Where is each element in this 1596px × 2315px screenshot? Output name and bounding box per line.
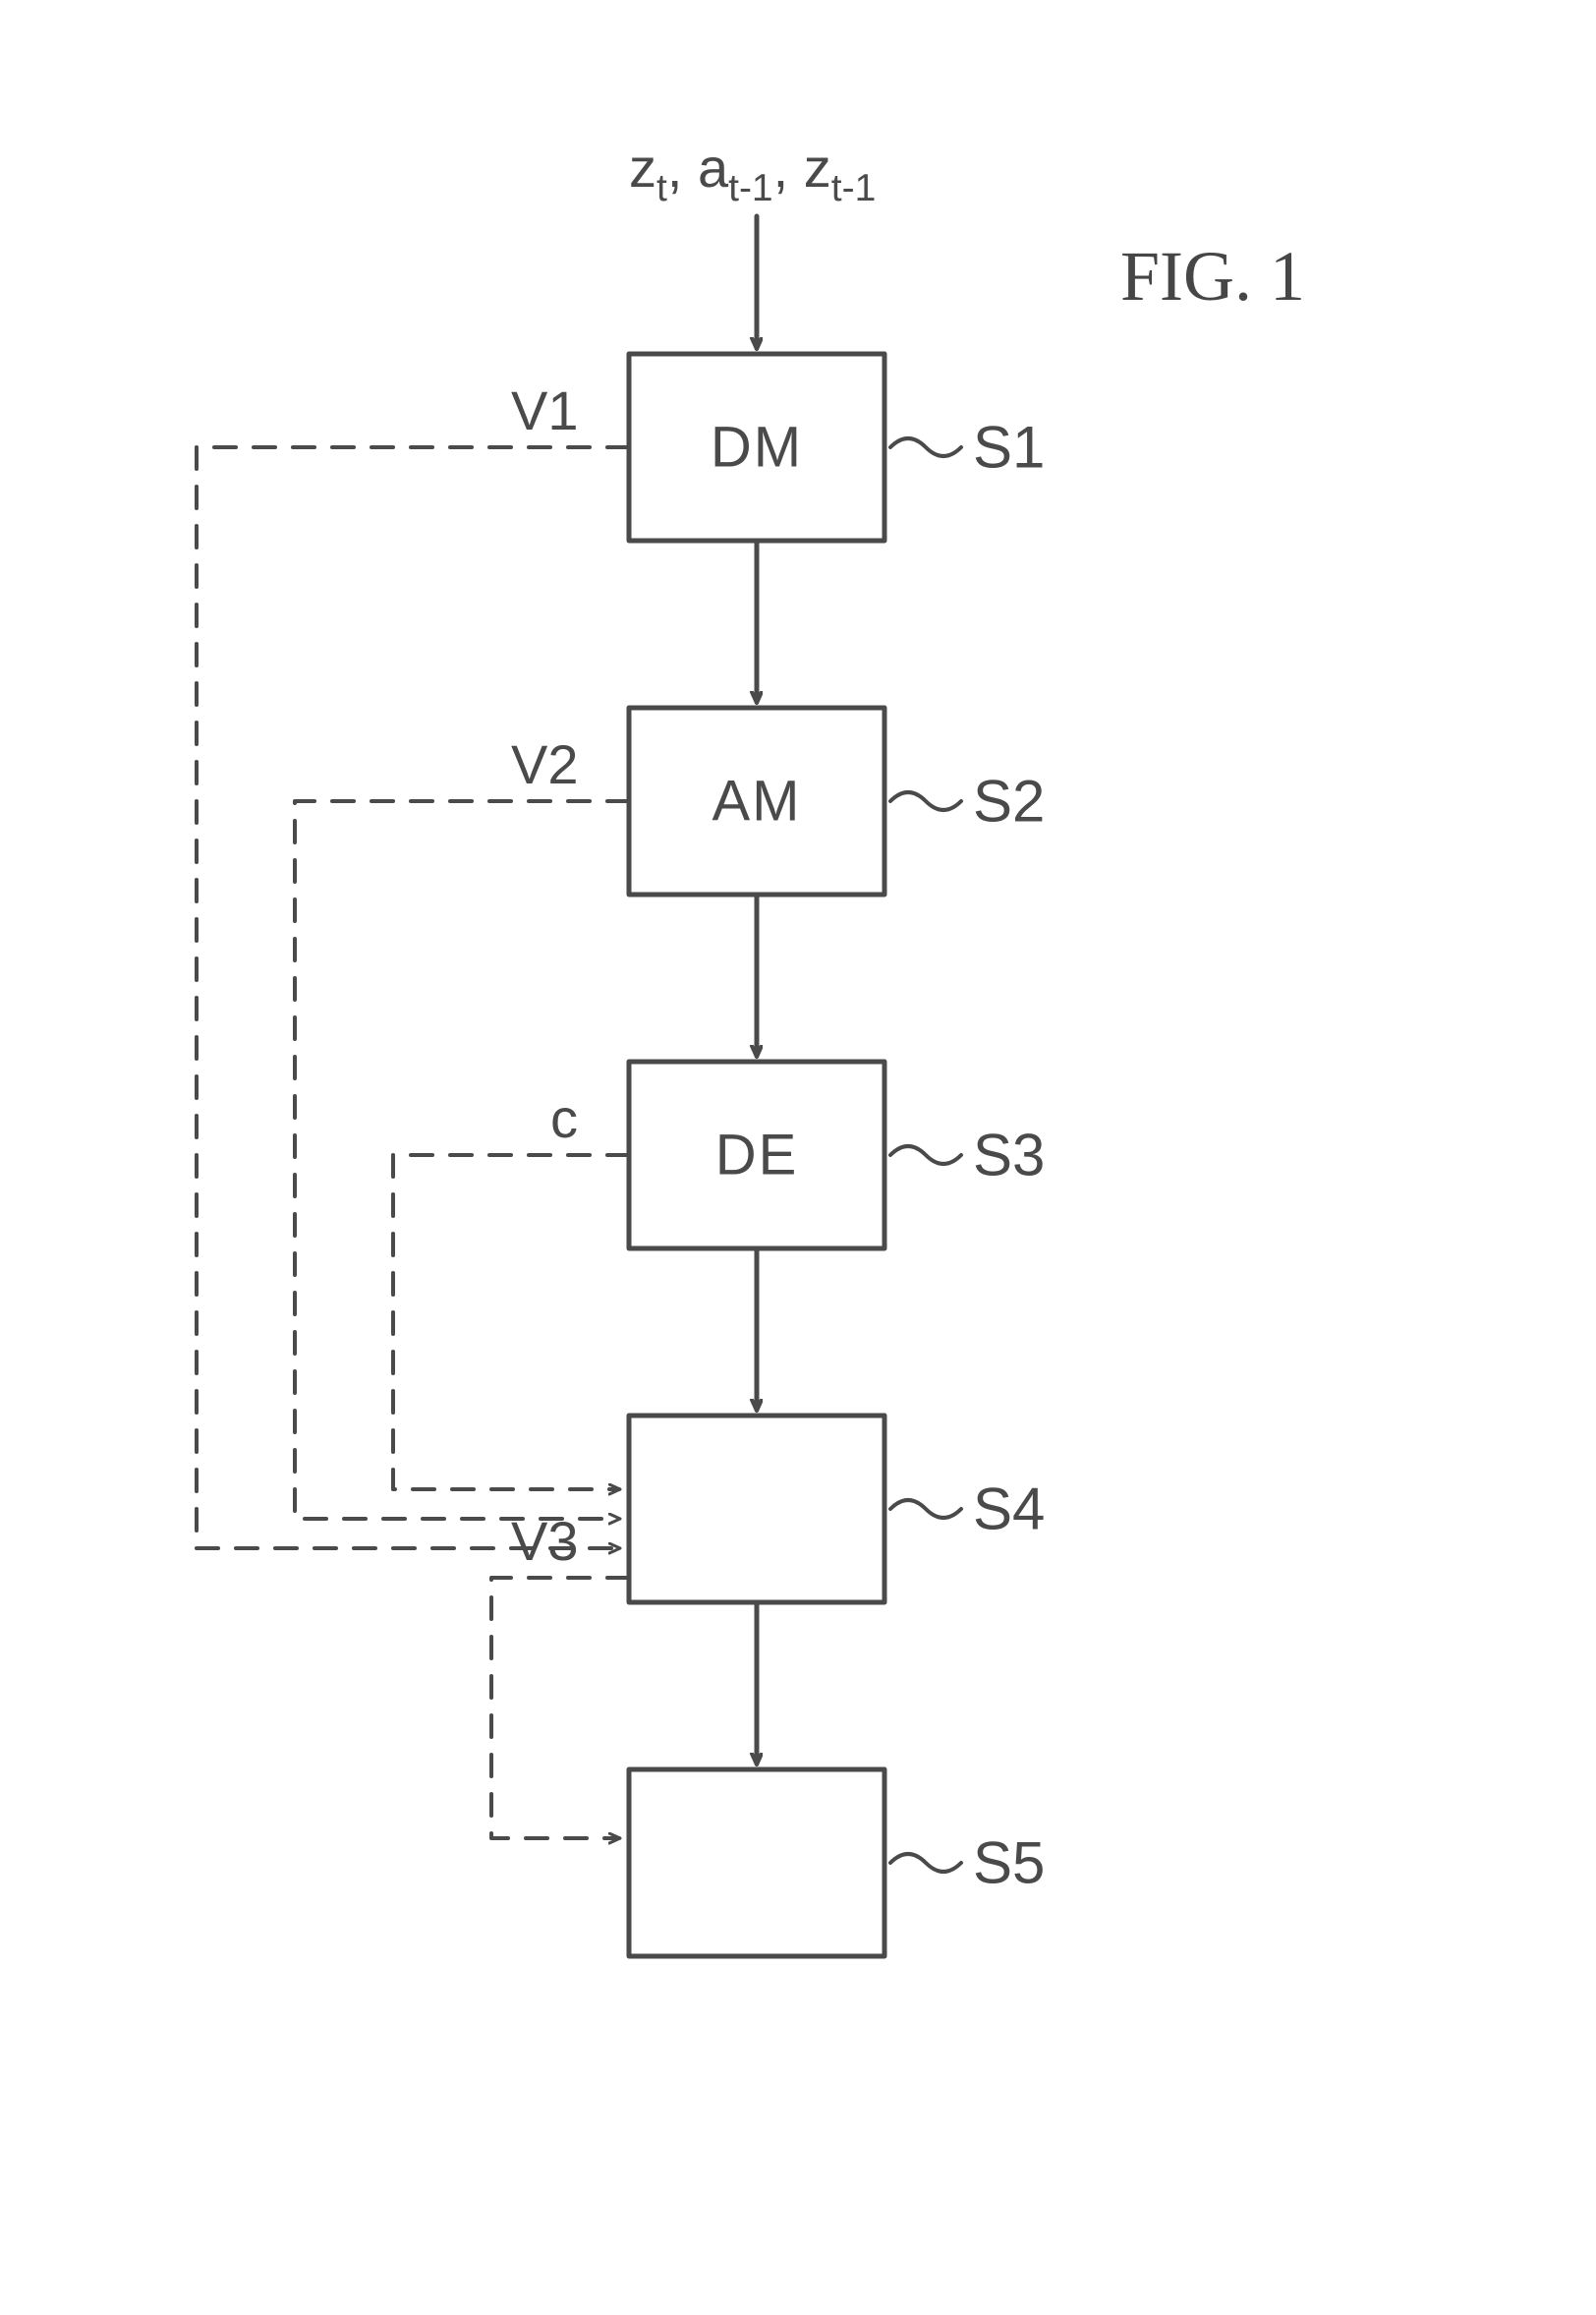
block-label-S3: DE	[715, 1124, 799, 1187]
flow-diagram: V1 V2 c V3 DM S1 AM S2 DE S3 S4 S5 zt, at-1, zt-1	[0, 0, 1596, 2315]
input-label: zt, at-1, zt-1	[629, 137, 876, 209]
side-squiggle-S4	[890, 1500, 961, 1518]
side-label-S1: S1	[973, 415, 1045, 481]
side-squiggle-S5	[890, 1854, 961, 1872]
dashed-edge-label-V3: V3	[511, 1510, 579, 1572]
dashed-edge-label-c: c	[550, 1087, 578, 1149]
dashed-edge-label-V1: V1	[511, 379, 579, 441]
side-squiggle-S3	[890, 1146, 961, 1164]
dashed-edge-V3	[491, 1578, 629, 1838]
side-label-S5: S5	[973, 1830, 1045, 1896]
block-label-S2: AM	[712, 770, 802, 834]
side-label-S4: S4	[973, 1476, 1045, 1542]
side-squiggle-S2	[890, 792, 961, 810]
side-squiggle-S1	[890, 438, 961, 456]
dashed-edge-c	[393, 1155, 629, 1489]
dashed-edge-label-V2: V2	[511, 733, 579, 795]
dashed-edge-V2	[295, 801, 629, 1519]
side-label-S2: S2	[973, 769, 1045, 835]
side-label-S3: S3	[973, 1123, 1045, 1188]
block-S4	[629, 1416, 884, 1602]
block-label-S1: DM	[711, 416, 803, 480]
dashed-edge-V1	[197, 447, 629, 1548]
figure-caption: FIG. 1	[1120, 236, 1305, 318]
block-S5	[629, 1769, 884, 1956]
